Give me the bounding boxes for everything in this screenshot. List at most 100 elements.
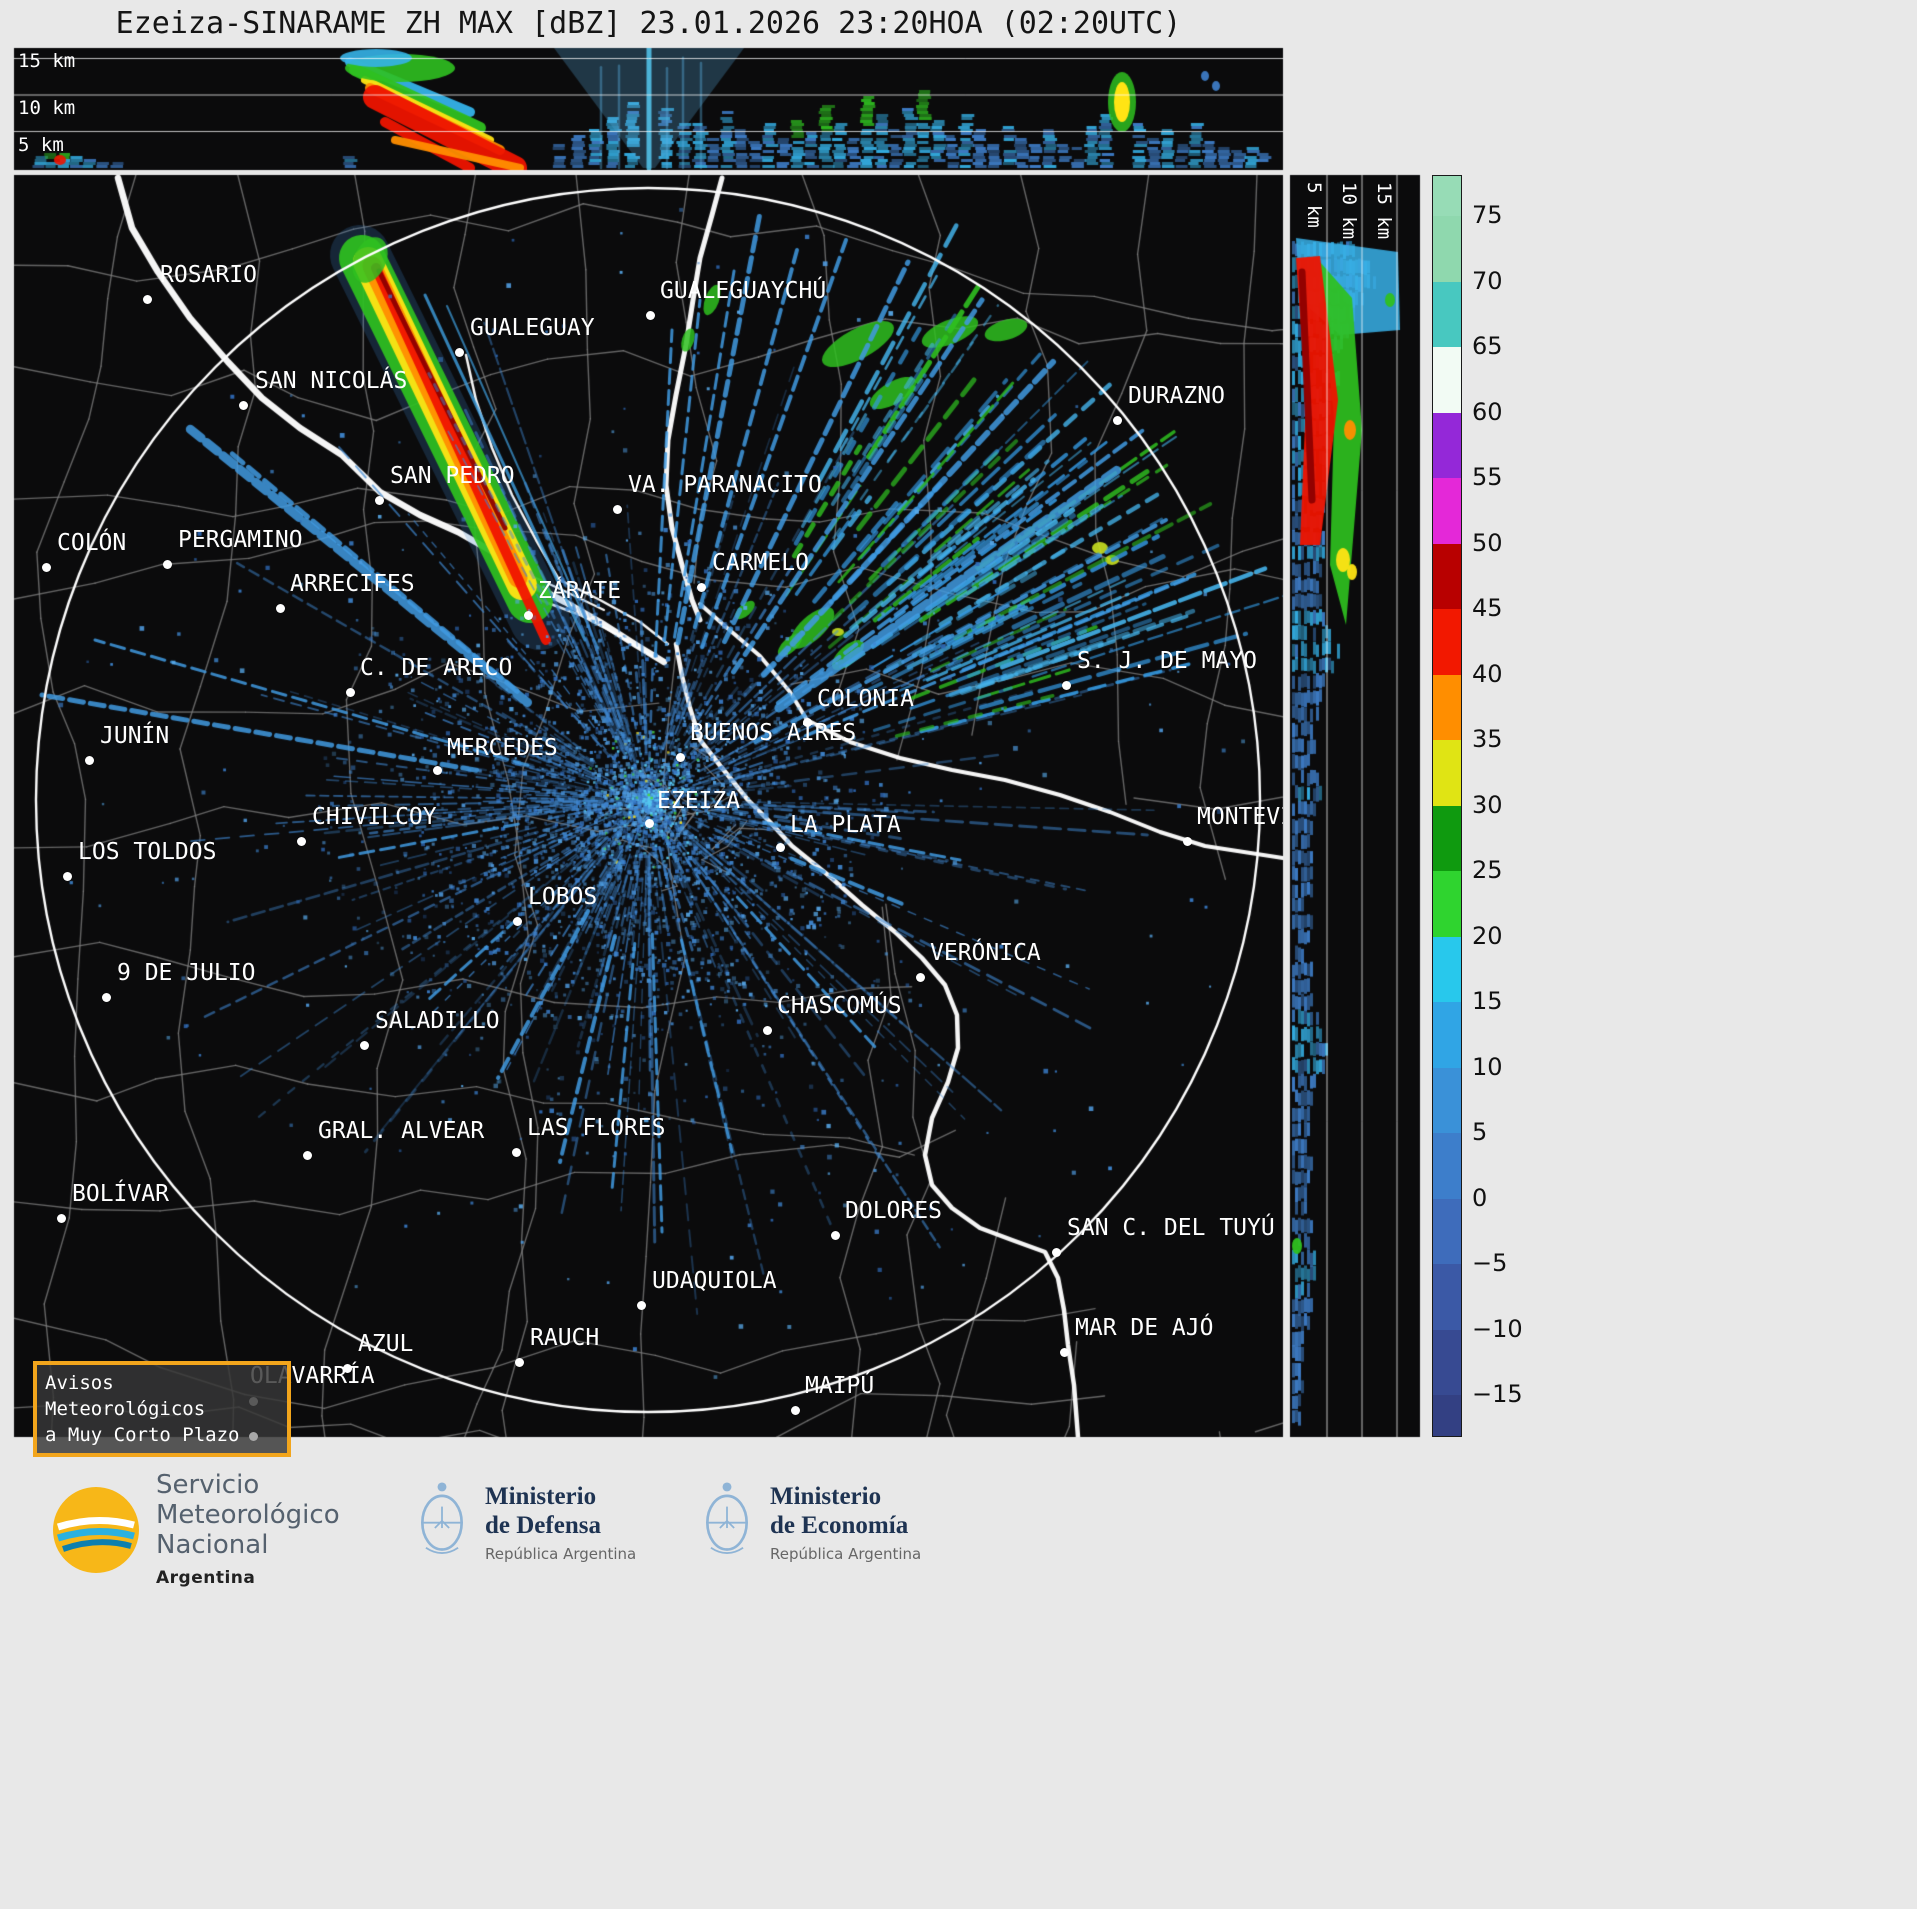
city-label: CHASCOMÚS xyxy=(777,993,902,1019)
smn-line-2: Meteorológico xyxy=(156,1500,340,1530)
colorbar-segment xyxy=(1433,543,1461,609)
warning-box[interactable]: Avisos Meteorológicos a Muy Corto Plazo xyxy=(33,1361,291,1457)
colorbar-tick-label: −10 xyxy=(1472,1314,1523,1343)
city-dot xyxy=(62,871,72,881)
colorbar-tick-label: −15 xyxy=(1472,1380,1523,1408)
city-label: PERGAMINO xyxy=(178,527,303,553)
city-dot xyxy=(345,687,355,697)
city-label: DOLORES xyxy=(845,1198,942,1224)
city-dot xyxy=(142,294,152,304)
colorbar-tick-label: 60 xyxy=(1472,397,1503,426)
city-label: CARMELO xyxy=(712,550,809,576)
city-dot xyxy=(162,559,172,569)
city-label: UDAQUIOLA xyxy=(652,1268,777,1294)
city-label: AZUL xyxy=(358,1331,414,1357)
city-label: COLONIA xyxy=(817,686,914,712)
colorbar-segment xyxy=(1433,1329,1461,1395)
colorbar-tick-label: 0 xyxy=(1472,1183,1488,1212)
city-label: 9 DE JULIO xyxy=(117,960,256,986)
city-label: JUNÍN xyxy=(100,723,170,749)
city-label: CHIVILCOY xyxy=(312,804,437,830)
colorbar-tick-label: 40 xyxy=(1472,659,1503,688)
city-dot xyxy=(84,755,94,765)
city-dot xyxy=(915,972,925,982)
city-dot xyxy=(762,1025,772,1035)
city-label: ROSARIO xyxy=(160,262,257,288)
colorbar-tick-label: 5 xyxy=(1472,1118,1488,1146)
colorbar-segment xyxy=(1433,1067,1461,1133)
smn-line-4: Argentina xyxy=(156,1568,256,1588)
colorbar xyxy=(1432,175,1462,1437)
city-dot xyxy=(790,1405,800,1415)
colorbar-tick-label: 15 xyxy=(1472,987,1503,1015)
city-label: VERÓNICA xyxy=(930,940,1041,966)
colorbar-tick-label: 65 xyxy=(1472,332,1503,360)
colorbar-tick-label: 45 xyxy=(1472,594,1503,622)
colorbar-segment xyxy=(1433,674,1461,740)
colorbar-tick-label: 50 xyxy=(1472,528,1503,557)
top-axis-label: 10 km xyxy=(18,97,76,119)
city-dot xyxy=(1059,1347,1069,1357)
city-dot xyxy=(275,603,285,613)
city-dot xyxy=(523,610,533,620)
defensa-logo: Ministerio de Defensa República Argentin… xyxy=(415,1478,636,1566)
top-axis-label: 15 km xyxy=(18,50,76,72)
city-label: MONTEVIDEO xyxy=(1197,804,1283,830)
city-dot xyxy=(675,752,685,762)
city-dot xyxy=(1112,415,1122,425)
smn-line-1: Servicio xyxy=(156,1470,260,1500)
colorbar-tick-label: 75 xyxy=(1472,201,1503,229)
warning-line-1: Avisos Meteorológicos xyxy=(45,1372,206,1420)
colorbar-segment xyxy=(1433,281,1461,347)
colorbar-tick-label: 55 xyxy=(1472,463,1503,491)
right-axis-label: 15 km xyxy=(1373,182,1395,240)
colorbar-segment xyxy=(1433,176,1461,216)
city-dot xyxy=(296,836,306,846)
city-dot xyxy=(512,916,522,926)
city-dot xyxy=(644,818,654,828)
city-dot xyxy=(514,1357,524,1367)
colorbar-tick-label: 30 xyxy=(1472,790,1503,819)
city-dot xyxy=(1061,680,1071,690)
city-dot xyxy=(802,717,812,727)
city-label: BOLÍVAR xyxy=(72,1181,169,1207)
city-dot xyxy=(511,1147,521,1157)
city-label: S. J. DE MAYO xyxy=(1077,648,1258,674)
right-axis-label: 10 km xyxy=(1338,182,1360,240)
colorbar-segment xyxy=(1433,347,1461,413)
city-dot xyxy=(1051,1247,1061,1257)
colorbar-segment xyxy=(1433,1133,1461,1199)
smn-line-3: Nacional xyxy=(156,1530,269,1560)
city-label: VA. PARANACITO xyxy=(628,472,822,498)
city-dot-olavarria xyxy=(249,1432,259,1441)
colorbar-segment xyxy=(1433,478,1461,544)
colorbar-segment xyxy=(1433,216,1461,282)
colorbar-tick-label: 10 xyxy=(1472,1052,1503,1081)
city-dot xyxy=(432,765,442,775)
smn-logo-icon xyxy=(52,1486,140,1578)
economia-logo: Ministerio de Economía República Argenti… xyxy=(700,1478,921,1566)
defensa-line-2: de Defensa xyxy=(485,1511,601,1539)
colorbar-segment xyxy=(1433,412,1461,478)
city-label: SAN C. DEL TUYÚ xyxy=(1067,1215,1275,1241)
city-label: C. DE ARECO xyxy=(360,655,513,681)
city-dot xyxy=(775,842,785,852)
colorbar-tick-label: −5 xyxy=(1472,1249,1508,1277)
defensa-line-1: Ministerio xyxy=(485,1482,597,1510)
footer: Servicio Meteorológico Nacional Argentin… xyxy=(0,1462,1917,1662)
city-label: GUALEGUAYCHÚ xyxy=(660,278,827,304)
city-label: ZÁRATE xyxy=(538,578,622,604)
colorbar-segment xyxy=(1433,805,1461,871)
right-axis-label: 5 km xyxy=(1303,182,1325,228)
economia-shield-icon xyxy=(700,1478,754,1566)
city-dot xyxy=(454,347,464,357)
city-label: LAS FLORES xyxy=(527,1115,666,1141)
city-dot xyxy=(342,1363,352,1373)
city-dot xyxy=(359,1040,369,1050)
city-dot xyxy=(612,504,622,514)
colorbar-segment xyxy=(1433,740,1461,806)
city-dot xyxy=(645,310,655,320)
defensa-line-3: República Argentina xyxy=(485,1544,637,1563)
defensa-shield-icon xyxy=(415,1478,469,1566)
